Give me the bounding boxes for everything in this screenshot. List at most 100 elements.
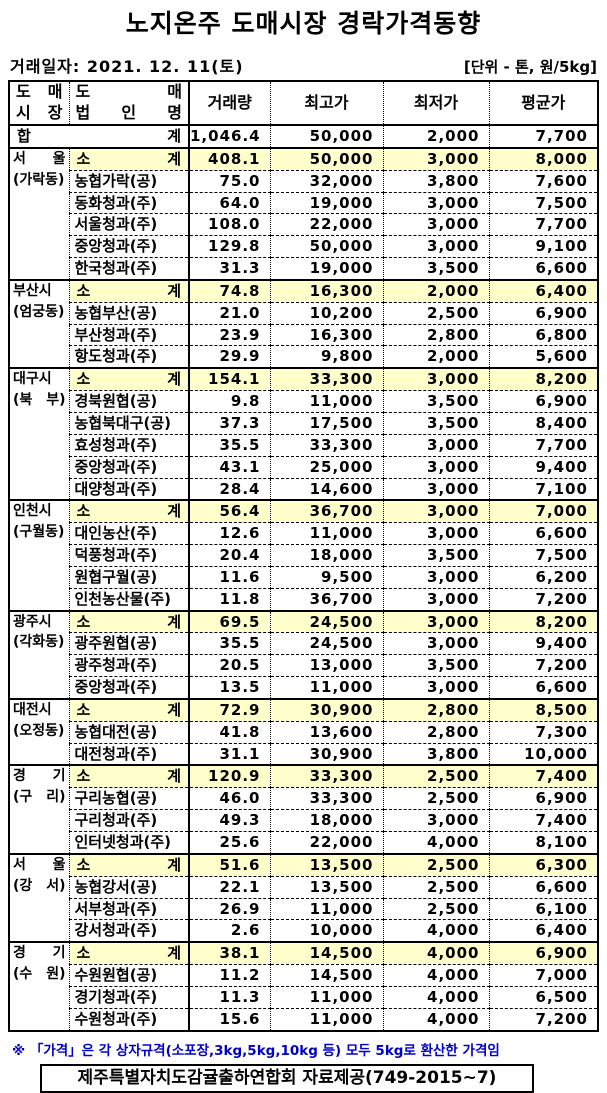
- subtotal-low-cell: 2,800: [382, 697, 489, 722]
- volume-cell: 129.8: [188, 235, 270, 258]
- subtotal-row: 서 울 (가락동) 소 계 408.1 50,000 3,000 8,000: [9, 146, 598, 280]
- avg-cell: 7,200: [488, 587, 598, 611]
- avg-cell: 7,500: [488, 544, 598, 567]
- corp-row: 서울청과(주) 108.0 22,000 3,000 7,700: [9, 213, 598, 236]
- high-cell: 11,000: [269, 1007, 383, 1031]
- high-cell: 14,600: [269, 477, 383, 501]
- subtotal-volume-cell: 51.6: [188, 852, 270, 877]
- corp-row: 구리청과(주) 49.3 18,000 3,000 7,400: [9, 809, 598, 832]
- market-name-line: (구월동): [13, 524, 65, 541]
- corp-name-cell: 동화청과(주): [68, 191, 189, 214]
- high-cell: 14,500: [269, 964, 383, 987]
- subtotal-high-cell: 50,000: [269, 146, 383, 171]
- subtotal-high-cell: 33,300: [269, 764, 383, 788]
- subtotal-avg-cell: 8,000: [488, 146, 598, 171]
- market-name-line: 경 기: [13, 768, 66, 785]
- corp-row: 인천농산물(주) 11.8 36,700 3,000 7,200: [9, 587, 598, 611]
- corp-row: 농협북대구(공) 37.3 17,500 3,500 8,400: [9, 411, 598, 435]
- high-cell: 22,000: [269, 213, 383, 236]
- volume-cell: 37.3: [188, 411, 270, 435]
- corp-name-cell: 대양청과(주): [68, 477, 189, 501]
- high-cell: 17,500: [269, 411, 383, 435]
- subtotal-volume-cell: 120.9: [188, 764, 270, 788]
- corp-row: 인터넷청과(주) 25.6 22,000 4,000 8,100: [9, 830, 598, 854]
- subtotal-label-cell: 소 계: [68, 764, 189, 788]
- market-name-line: (오정동): [13, 722, 65, 739]
- subtotal-row: 대구시 (북 부) 소 계 154.1 33,300 3,000 8,200: [9, 367, 598, 501]
- corp-name-cell: 강서청과(주): [68, 919, 189, 943]
- low-cell: 3,000: [382, 477, 489, 501]
- corp-name-cell: 대인농산(주): [68, 522, 189, 545]
- volume-cell: 64.0: [188, 191, 270, 214]
- corp-name-cell: 덕풍청과(주): [68, 544, 189, 567]
- corp-name-cell: 수원원협(공): [68, 964, 189, 987]
- volume-cell: 12.6: [188, 522, 270, 545]
- low-cell: 3,000: [382, 191, 489, 214]
- subtotal-avg-cell: 6,300: [488, 852, 598, 877]
- column-header-market-line2: 시 장: [16, 103, 63, 122]
- high-cell: 33,300: [269, 787, 383, 810]
- high-cell: 11,000: [269, 985, 383, 1009]
- avg-cell: 9,100: [488, 235, 598, 258]
- corp-row: 중앙청과(주) 43.1 25,000 3,000 9,400: [9, 455, 598, 478]
- market-name-line: (북 부): [13, 392, 66, 409]
- volume-cell: 28.4: [188, 477, 270, 501]
- low-cell: 3,500: [382, 257, 489, 280]
- high-cell: 13,600: [269, 720, 383, 744]
- corp-name-cell: 인천농산물(주): [68, 587, 189, 611]
- corp-row: 원협구월(공) 11.6 9,500 3,000 6,200: [9, 565, 598, 589]
- corp-name-cell: 농협가락(공): [68, 169, 189, 193]
- high-cell: 16,300: [269, 323, 383, 346]
- low-cell: 2,500: [382, 301, 489, 325]
- low-cell: 3,500: [382, 654, 489, 677]
- column-header-volume: 거래량: [188, 81, 270, 126]
- high-cell: 11,000: [269, 390, 383, 413]
- provider-box: 제주특별자치도감귤출하연합회 자료제공(749-2015~7): [40, 1063, 534, 1093]
- low-cell: 3,000: [382, 676, 489, 699]
- subtotal-row: 대전시 (오정동) 소 계 72.9 30,900 2,800 8,500: [9, 697, 598, 766]
- avg-cell: 9,400: [488, 632, 598, 655]
- subtotal-high-cell: 24,500: [269, 609, 383, 633]
- high-cell: 33,300: [269, 433, 383, 457]
- low-cell: 3,000: [382, 522, 489, 545]
- corp-name-cell: 항도청과(주): [68, 345, 189, 369]
- high-cell: 25,000: [269, 455, 383, 478]
- low-cell: 3,000: [382, 809, 489, 832]
- avg-cell: 6,100: [488, 897, 598, 920]
- corp-row: 경북원협(공) 9.8 11,000 3,500 6,900: [9, 390, 598, 413]
- subtotal-high-cell: 36,700: [269, 499, 383, 523]
- low-cell: 3,500: [382, 544, 489, 567]
- market-name-line: 서 울: [13, 856, 66, 873]
- market-name-line: 대구시: [13, 371, 52, 388]
- avg-cell: 7,200: [488, 654, 598, 677]
- corp-row: 항도청과(주) 29.9 9,800 2,000 5,600: [9, 345, 598, 369]
- market-name-cell: 광주시 (각화동): [9, 609, 69, 699]
- column-header-corp-line2: 법 인 명: [75, 103, 183, 122]
- low-cell: 2,500: [382, 897, 489, 920]
- column-header-low: 최저가: [382, 81, 489, 126]
- avg-cell: 7,400: [488, 809, 598, 832]
- volume-cell: 29.9: [188, 345, 270, 369]
- high-cell: 11,000: [269, 522, 383, 545]
- avg-cell: 7,100: [488, 477, 598, 501]
- grand-total-avg-cell: 7,700: [488, 125, 598, 148]
- avg-cell: 7,700: [488, 213, 598, 236]
- volume-cell: 2.6: [188, 919, 270, 943]
- volume-cell: 11.2: [188, 964, 270, 987]
- corp-row: 한국청과(주) 31.3 19,000 3,500 6,600: [9, 257, 598, 280]
- corp-row: 동화청과(주) 64.0 19,000 3,000 7,500: [9, 191, 598, 214]
- market-name-cell: 경 기 (수 원): [9, 941, 69, 1031]
- corp-row: 부산청과(주) 23.9 16,300 2,800 6,800: [9, 323, 598, 346]
- volume-cell: 26.9: [188, 897, 270, 920]
- corp-name-cell: 경북원협(공): [68, 390, 189, 413]
- high-cell: 19,000: [269, 257, 383, 280]
- subtotal-avg-cell: 7,000: [488, 499, 598, 523]
- volume-cell: 13.5: [188, 676, 270, 699]
- subtotal-volume-cell: 154.1: [188, 367, 270, 391]
- subtotal-avg-cell: 6,400: [488, 278, 598, 303]
- volume-cell: 35.5: [188, 433, 270, 457]
- high-cell: 13,000: [269, 654, 383, 677]
- high-cell: 30,900: [269, 742, 383, 766]
- corp-name-cell: 광주청과(주): [68, 654, 189, 677]
- column-header-corp-line1: 도 매: [75, 82, 183, 102]
